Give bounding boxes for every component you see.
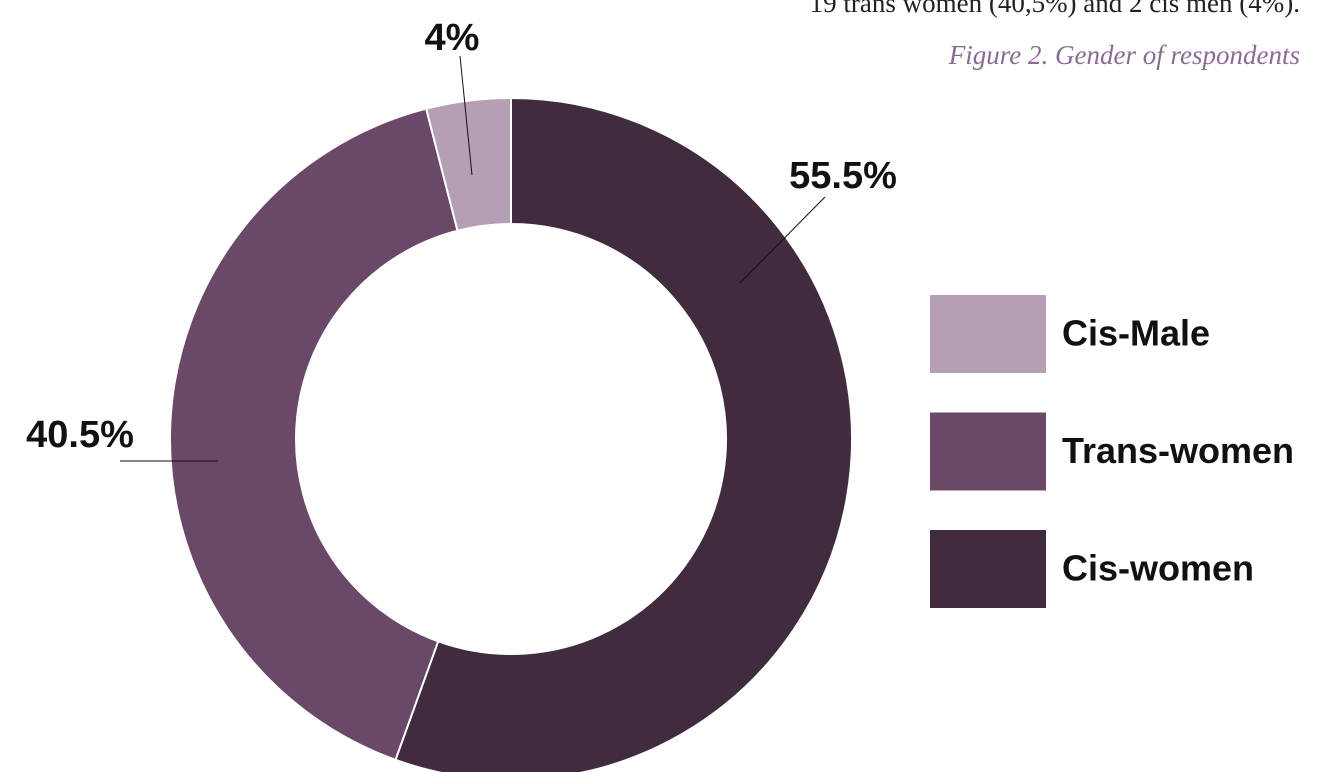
intro-text: 19 trans women (40,5%) and 2 cis men (4%… (810, 0, 1300, 18)
legend-swatch (930, 412, 1046, 491)
legend-label: Cis-women (1062, 548, 1254, 589)
legend-swatch (930, 530, 1046, 608)
value-label: 40.5% (26, 414, 134, 456)
legend-label: Cis-Male (1062, 313, 1210, 354)
donut-slice (169, 107, 459, 762)
value-label: 4% (425, 17, 480, 59)
donut-slice (394, 96, 853, 772)
legend-swatch (930, 295, 1046, 373)
donut-slice (424, 96, 512, 232)
chart-title: Figure 2. Gender of respondents (948, 40, 1300, 70)
leader-line (739, 196, 826, 284)
leader-line (459, 55, 473, 176)
legend-label: Trans-women (1062, 430, 1294, 471)
value-label: 55.5% (789, 155, 897, 197)
